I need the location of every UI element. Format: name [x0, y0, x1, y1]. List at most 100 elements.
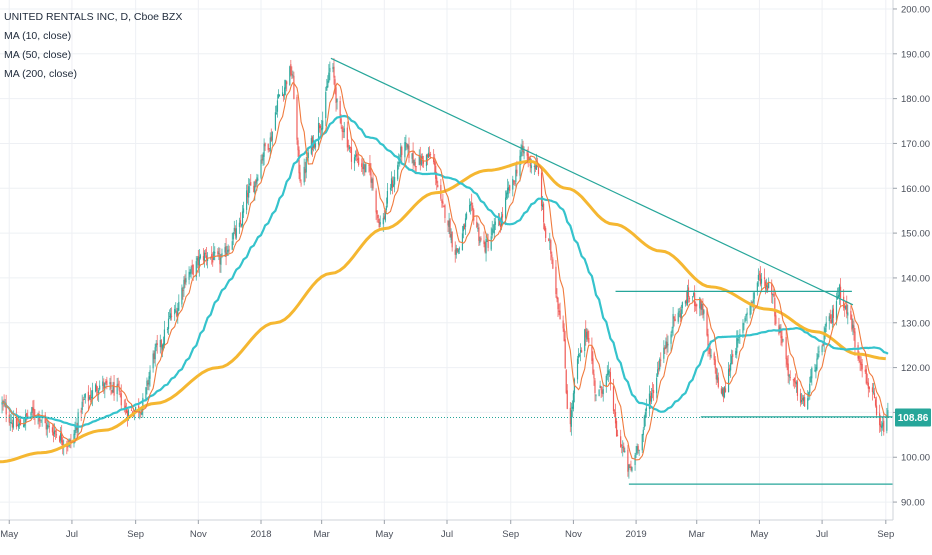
candle-body	[508, 187, 510, 191]
candle-body	[219, 254, 221, 265]
candle-body	[413, 159, 415, 166]
candle-body	[246, 190, 248, 210]
candle-body	[850, 310, 852, 320]
candle-body	[285, 80, 287, 89]
candle-body	[175, 310, 177, 312]
candle-body	[787, 363, 789, 376]
candle-body	[296, 96, 298, 140]
trendline-descending-resistance	[330, 57, 854, 306]
x-tick-label: Nov	[190, 529, 207, 540]
candle-body	[521, 145, 523, 150]
candle-body	[152, 353, 154, 369]
candle-body	[32, 407, 34, 411]
candle-body	[550, 240, 552, 254]
candle-body	[443, 205, 445, 207]
candle-body	[305, 159, 307, 173]
candle-body	[155, 343, 157, 348]
candle-body	[867, 382, 869, 389]
candle-body	[420, 156, 422, 166]
candle-body	[799, 393, 802, 403]
candle-body	[343, 128, 345, 133]
candle-body	[493, 224, 495, 234]
candle-body	[52, 432, 55, 436]
candle-body	[636, 446, 638, 454]
candle-body	[501, 214, 504, 218]
candle-body	[809, 383, 811, 393]
candle-body	[832, 308, 834, 318]
candle-body	[163, 329, 166, 345]
candle-body	[148, 376, 150, 385]
candle-body	[435, 165, 437, 179]
candle-body	[225, 246, 227, 257]
candle-body	[758, 273, 761, 275]
candle-body	[217, 251, 219, 255]
candle-body	[692, 296, 694, 298]
candle-body	[113, 382, 115, 396]
candle-body	[479, 240, 481, 243]
candle-body	[55, 434, 58, 436]
candle-body	[485, 239, 487, 254]
candle-body	[228, 249, 230, 251]
candle-body	[340, 118, 342, 125]
candle-body	[720, 388, 722, 394]
candle-body	[59, 436, 61, 442]
candle-body	[623, 445, 625, 452]
candle-body	[102, 381, 104, 386]
x-tick-label: Sep	[127, 529, 144, 540]
candle-body	[846, 304, 848, 314]
candle-body	[660, 359, 662, 361]
candle-body	[657, 369, 659, 377]
candle-body	[181, 287, 183, 305]
candle-body	[1, 402, 3, 405]
candle-body	[202, 256, 205, 261]
candle-body	[45, 422, 47, 430]
trendlines	[0, 57, 893, 485]
candle-body	[116, 384, 118, 395]
candle-body	[631, 467, 633, 471]
candle-body	[267, 144, 269, 151]
candle-body	[27, 415, 29, 417]
candle-body	[670, 334, 672, 344]
candle-body	[578, 355, 581, 357]
candle-body	[433, 157, 435, 163]
candle-body	[635, 453, 637, 455]
candle-body	[844, 306, 846, 309]
candle-body	[329, 67, 331, 72]
axes: 200.00 190.00 180.00 170.00 160.00 150.00 140.…	[0, 0, 931, 540]
candle-body	[241, 211, 244, 226]
candle-body	[391, 180, 394, 188]
candle-body	[478, 227, 480, 241]
candle-body	[744, 317, 746, 323]
candle-body	[358, 157, 360, 165]
candle-body	[422, 160, 424, 164]
candle-body	[641, 434, 643, 451]
candle-body	[12, 417, 14, 428]
candle-body	[339, 100, 341, 118]
candle-body	[515, 169, 517, 182]
candle-body	[109, 382, 111, 385]
candle-body	[382, 217, 384, 225]
candle-body	[818, 351, 820, 353]
candle-body	[23, 424, 25, 428]
candle-body	[811, 367, 813, 379]
candle-body	[154, 347, 156, 360]
candle-body	[701, 303, 703, 310]
candle-body	[774, 297, 776, 317]
candle-body	[320, 126, 322, 128]
candle-body	[379, 222, 381, 225]
candle-body	[752, 299, 754, 303]
candle-body	[566, 390, 568, 409]
candle-body	[795, 382, 798, 385]
candle-body	[645, 407, 647, 411]
candle-body	[871, 387, 874, 392]
candle-body	[665, 341, 667, 349]
candle-body	[51, 427, 54, 433]
candle-body	[563, 328, 565, 342]
candle-body	[370, 171, 372, 183]
candle-body	[318, 125, 321, 129]
ma50-line	[1, 114, 889, 428]
candle-body	[703, 310, 705, 314]
candle-body	[793, 377, 795, 382]
